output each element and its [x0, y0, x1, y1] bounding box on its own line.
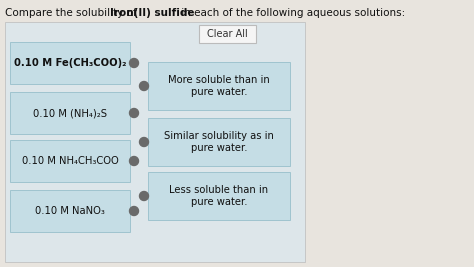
FancyBboxPatch shape: [10, 140, 130, 182]
Circle shape: [139, 81, 148, 91]
FancyBboxPatch shape: [148, 118, 290, 166]
Circle shape: [139, 138, 148, 147]
FancyBboxPatch shape: [5, 22, 305, 262]
Text: 0.10 M Fe(CH₃COO)₂: 0.10 M Fe(CH₃COO)₂: [14, 58, 126, 68]
Text: 0.10 M NaNO₃: 0.10 M NaNO₃: [35, 206, 105, 216]
Circle shape: [129, 156, 138, 166]
Text: 0.10 M NH₄CH₃COO: 0.10 M NH₄CH₃COO: [22, 156, 119, 166]
Circle shape: [129, 108, 138, 117]
Text: Less soluble than in
pure water.: Less soluble than in pure water.: [169, 185, 269, 207]
Circle shape: [139, 191, 148, 201]
Text: 0.10 M (NH₄)₂S: 0.10 M (NH₄)₂S: [33, 108, 107, 118]
Text: Similar solubility as in
pure water.: Similar solubility as in pure water.: [164, 131, 274, 153]
Text: Compare the solubility of: Compare the solubility of: [5, 8, 140, 18]
Circle shape: [129, 206, 138, 215]
Text: Iron(II) sulfide: Iron(II) sulfide: [110, 8, 195, 18]
Text: More soluble than in
pure water.: More soluble than in pure water.: [168, 75, 270, 97]
FancyBboxPatch shape: [10, 190, 130, 232]
FancyBboxPatch shape: [148, 172, 290, 220]
FancyBboxPatch shape: [10, 92, 130, 134]
FancyBboxPatch shape: [199, 25, 256, 43]
Text: Clear All: Clear All: [207, 29, 248, 39]
FancyBboxPatch shape: [10, 42, 130, 84]
Circle shape: [129, 58, 138, 68]
Text: in each of the following aqueous solutions:: in each of the following aqueous solutio…: [178, 8, 406, 18]
FancyBboxPatch shape: [148, 62, 290, 110]
